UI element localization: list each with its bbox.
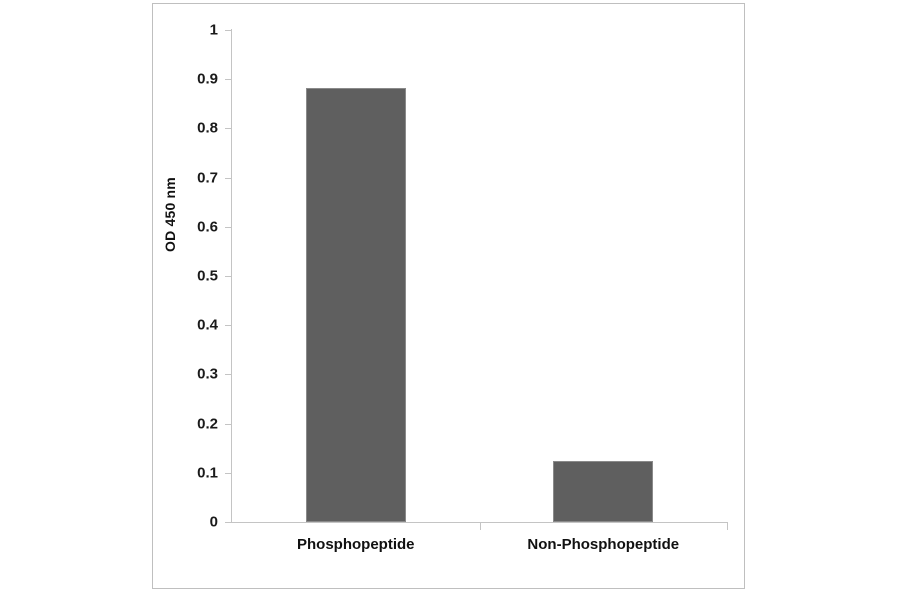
y-axis-tick bbox=[225, 374, 232, 376]
y-axis-tick bbox=[225, 325, 232, 327]
x-axis-tick bbox=[727, 523, 728, 530]
bar bbox=[553, 461, 654, 522]
y-axis-tick-label: 0.9 bbox=[197, 70, 218, 88]
y-axis-tick-label: 1 bbox=[209, 21, 218, 39]
bar bbox=[305, 87, 406, 522]
bars-container bbox=[232, 30, 727, 522]
y-axis-tick bbox=[225, 423, 232, 425]
x-axis-line bbox=[232, 522, 728, 523]
y-axis-tick-labels: 0 0.1 0.2 0.3 0.4 0.5 0.6 0.7 0.8 0.9 1 bbox=[155, 0, 218, 594]
y-axis-tick bbox=[225, 226, 232, 228]
y-axis-tick-label: 0.3 bbox=[197, 365, 218, 383]
y-axis-tick-label: 0 bbox=[209, 513, 218, 531]
x-axis-category-label: Phosphopeptide bbox=[297, 536, 415, 553]
y-axis-tick bbox=[225, 79, 232, 81]
y-axis-tick bbox=[225, 472, 232, 474]
x-axis-category-label: Non-Phosphopeptide bbox=[527, 536, 680, 553]
y-axis-tick bbox=[225, 30, 232, 31]
y-axis-tick bbox=[225, 522, 232, 523]
y-axis-tick-label: 0.1 bbox=[197, 464, 218, 482]
y-axis-tick bbox=[225, 177, 232, 179]
y-axis-tick-label: 0.8 bbox=[197, 119, 218, 137]
y-axis-tick-label: 0.4 bbox=[197, 316, 218, 334]
y-axis-tick-label: 0.5 bbox=[197, 267, 218, 285]
y-axis-tick-label: 0.2 bbox=[197, 415, 218, 433]
y-axis-tick bbox=[225, 276, 232, 277]
y-axis-tick-label: 0.7 bbox=[197, 169, 218, 187]
x-axis-tick bbox=[479, 523, 481, 530]
y-axis-tick-label: 0.6 bbox=[197, 218, 218, 236]
y-axis-tick bbox=[225, 128, 232, 130]
